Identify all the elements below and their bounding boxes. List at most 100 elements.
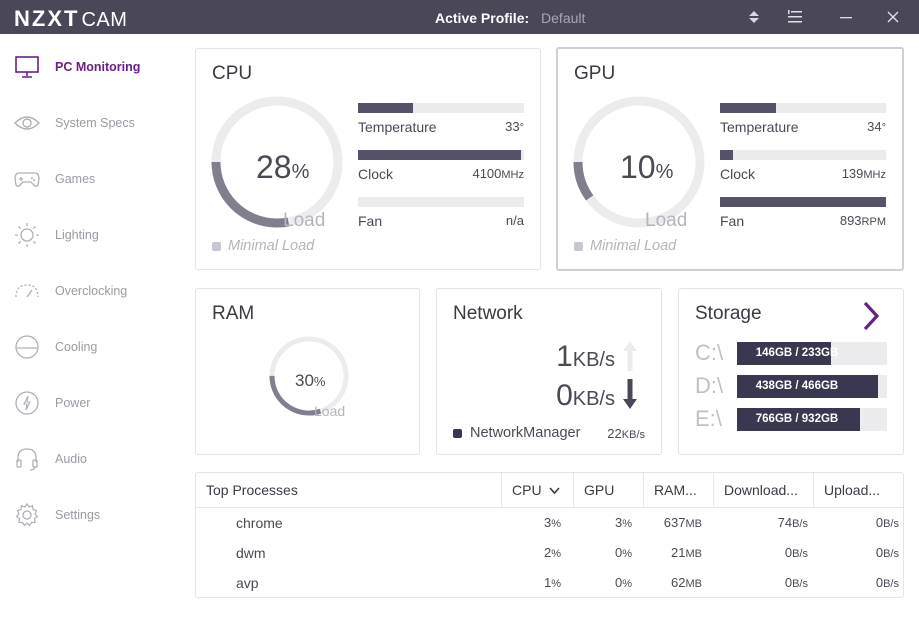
process-cpu: 2% (543, 545, 561, 560)
process-upload: 0B/s (875, 515, 899, 530)
ram-load-gauge (269, 336, 349, 416)
brand-name: NZXT (14, 6, 80, 31)
sidebar-item-audio[interactable]: Audio (0, 441, 180, 477)
active-profile-value[interactable]: Default (541, 10, 586, 26)
process-name: avp (236, 575, 259, 591)
sidebar-item-system-specs[interactable]: System Specs (0, 105, 180, 141)
gpu-load-value: 10% (620, 149, 674, 185)
process-name: dwm (236, 545, 266, 561)
network-download-value: 0KB/s (556, 379, 615, 412)
sun-icon (13, 221, 41, 249)
process-gpu: 0% (614, 545, 632, 560)
cpu-card[interactable]: CPU 28% Load Minimal Load Temperature 33… (195, 48, 541, 270)
column-header-name[interactable]: Top Processes (196, 473, 501, 508)
network-title: Network (453, 303, 523, 324)
sidebar-item-overclocking[interactable]: Overclocking (0, 273, 180, 309)
storage-drive-e: E:\ 766GB / 932GB (695, 406, 887, 432)
gpu-status: Minimal Load (574, 238, 676, 254)
sidebar-item-label: Power (55, 396, 91, 410)
gpu-load-gauge (573, 96, 705, 228)
sidebar-item-power[interactable]: Power (0, 385, 180, 421)
column-header-cpu[interactable]: CPU (501, 473, 573, 508)
brand-suffix: CAM (81, 9, 128, 31)
storage-title: Storage (695, 303, 762, 324)
close-icon[interactable] (883, 7, 903, 27)
gear-icon (13, 501, 41, 529)
ram-load-label: Load (314, 403, 346, 419)
power-icon (13, 389, 41, 417)
sidebar-item-lighting[interactable]: Lighting (0, 217, 180, 253)
process-upload: 0B/s (875, 545, 899, 560)
monitor-icon (13, 53, 41, 81)
speedometer-icon (13, 277, 41, 305)
title-bar: NZXT CAM Active Profile: Default (0, 0, 919, 34)
gpu-title: GPU (574, 63, 616, 84)
menu-icon[interactable] (785, 7, 805, 27)
sidebar-item-label: Cooling (55, 340, 98, 354)
sidebar-item-pc-monitoring[interactable]: PC Monitoring (0, 49, 180, 85)
app-logo: NZXT CAM (14, 6, 127, 32)
process-cpu: 1% (543, 575, 561, 590)
cpu-status: Minimal Load (212, 238, 314, 254)
table-row[interactable]: chrome 3% 3% 637MB 74B/s 0B/s (196, 508, 903, 538)
sidebar-item-label: Overclocking (55, 284, 128, 298)
sidebar-item-cooling[interactable]: Cooling (0, 329, 180, 365)
process-download: 0B/s (784, 575, 808, 590)
cpu-load-gauge (211, 96, 343, 228)
process-upload: 0B/s (875, 575, 899, 590)
chevron-down-icon (549, 487, 561, 495)
process-ram: 21MB (671, 545, 702, 560)
minimize-icon[interactable] (836, 7, 856, 27)
cpu-title: CPU (212, 63, 253, 84)
column-header-download[interactable]: Download... (713, 473, 813, 508)
gpu-load-label: Load (645, 210, 688, 231)
ram-load-value: 30% (295, 371, 326, 390)
storage-drive-d: D:\ 438GB / 466GB (695, 373, 887, 399)
sidebar-item-label: Settings (55, 508, 101, 522)
sidebar-item-label: Lighting (55, 228, 99, 242)
fan-icon (13, 333, 41, 361)
profile-switch-icon[interactable] (744, 7, 764, 27)
sidebar-item-label: Games (55, 172, 96, 186)
process-cpu: 3% (543, 515, 561, 530)
sidebar-item-games[interactable]: Games (0, 161, 180, 197)
process-ram: 62MB (671, 575, 702, 590)
column-header-ram[interactable]: RAM... (643, 473, 713, 508)
table-row[interactable]: avp 1% 0% 62MB 0B/s 0B/s (196, 568, 903, 598)
storage-card[interactable]: Storage C:\ 146GB / 233GB D:\ 438GB / 46… (678, 288, 904, 455)
process-gpu: 0% (614, 575, 632, 590)
process-name: chrome (236, 515, 283, 531)
process-gpu: 3% (614, 515, 632, 530)
sidebar-item-label: System Specs (55, 116, 135, 130)
network-card[interactable]: Network 1KB/s 0KB/s NetworkManager 22KB/… (436, 288, 662, 455)
column-header-upload[interactable]: Upload... (813, 473, 903, 508)
cpu-load-value: 28% (256, 149, 310, 185)
upload-arrow-icon (623, 341, 637, 371)
table-row[interactable]: dwm 2% 0% 21MB 0B/s 0B/s (196, 538, 903, 568)
sidebar-item-settings[interactable]: Settings (0, 497, 180, 533)
chevron-right-icon[interactable] (862, 301, 880, 331)
active-profile-label: Active Profile: (435, 10, 530, 26)
download-arrow-icon (623, 379, 637, 409)
top-processes-table: Top Processes CPU GPU RAM... Download...… (195, 472, 904, 598)
ram-card[interactable]: RAM 30% Load (195, 288, 420, 455)
active-profile[interactable]: Active Profile: Default (435, 10, 585, 26)
sidebar-item-label: PC Monitoring (55, 60, 141, 74)
status-dot (574, 241, 583, 251)
network-top-process-value: 22KB/s (607, 426, 645, 441)
process-download: 74B/s (777, 515, 808, 530)
column-header-gpu[interactable]: GPU (573, 473, 643, 508)
cpu-load-label: Load (283, 210, 326, 231)
gpu-card[interactable]: GPU 10% Load Minimal Load Temperature 34… (556, 47, 904, 271)
storage-drive-c: C:\ 146GB / 233GB (695, 340, 887, 366)
process-download: 0B/s (784, 545, 808, 560)
sidebar-item-label: Audio (55, 452, 87, 466)
sidebar: PC Monitoring System Specs Games Lightin… (0, 34, 180, 639)
ram-title: RAM (212, 303, 255, 324)
status-dot (212, 241, 221, 251)
network-upload-value: 1KB/s (556, 340, 615, 373)
headphones-icon (13, 445, 41, 473)
eye-icon (13, 109, 41, 137)
process-ram: 637MB (663, 515, 702, 530)
gamepad-icon (13, 165, 41, 193)
